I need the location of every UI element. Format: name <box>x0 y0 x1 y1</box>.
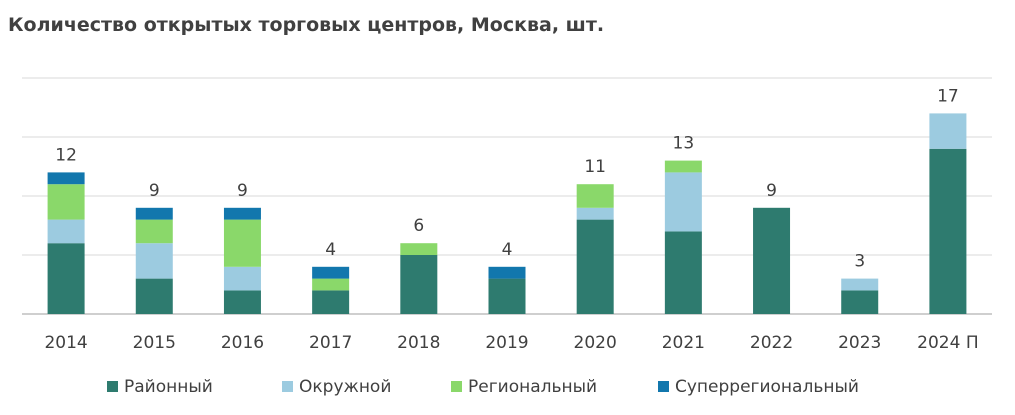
total-label: 4 <box>325 240 336 260</box>
bar-segment-4 <box>223 207 261 220</box>
x-tick-label: 2024 П <box>917 333 978 353</box>
legend: Районный Окружной Региональный Суперрегиона… <box>107 377 859 397</box>
total-label: 11 <box>584 157 606 177</box>
bar-segment-3 <box>47 184 85 220</box>
legend-label: Районный <box>124 377 213 397</box>
x-tick-label: 2014 <box>44 333 87 353</box>
x-tick-label: 2015 <box>133 333 176 353</box>
bar-segment-4 <box>47 172 85 185</box>
bar-segment-4 <box>312 266 350 279</box>
total-label: 9 <box>237 181 248 201</box>
legend-label: Региональный <box>468 377 597 397</box>
bar-segment-1 <box>223 290 261 314</box>
legend-label: Суперрегиональный <box>675 377 859 397</box>
chart-title: Количество открытых торговых центров, Мо… <box>8 14 605 36</box>
bar-segment-2 <box>135 243 173 279</box>
legend-swatch <box>451 381 462 392</box>
x-tick-label: 2022 <box>750 333 793 353</box>
total-label: 9 <box>149 181 160 201</box>
bar-segment-2 <box>576 207 614 220</box>
x-tick-label: 2017 <box>309 333 352 353</box>
bar-segment-1 <box>929 148 967 314</box>
legend-item: Суперрегиональный <box>658 377 859 397</box>
bar-segment-3 <box>664 160 702 173</box>
total-label: 3 <box>854 252 865 272</box>
bar-segment-2 <box>47 219 85 244</box>
bar-segment-1 <box>576 219 614 314</box>
bar-segment-3 <box>223 219 261 267</box>
total-label: 6 <box>413 216 424 236</box>
legend-swatch <box>658 381 669 392</box>
bar-segment-4 <box>488 266 526 279</box>
bar-segment-3 <box>135 219 173 244</box>
legend-swatch <box>282 381 293 392</box>
bar-segment-2 <box>664 172 702 232</box>
legend-item: Окружной <box>282 377 391 397</box>
total-label: 13 <box>673 134 695 154</box>
total-label: 17 <box>937 86 959 106</box>
bar-segment-1 <box>312 290 350 314</box>
legend-label: Окружной <box>299 377 391 397</box>
bar-segment-2 <box>223 266 261 291</box>
bar-segment-1 <box>47 243 85 314</box>
bar-segment-1 <box>400 255 438 314</box>
legend-item: Районный <box>107 377 213 397</box>
x-tick-label: 2016 <box>221 333 264 353</box>
bar-segment-3 <box>576 184 614 208</box>
legend-swatch <box>107 381 118 392</box>
bar-segment-1 <box>488 278 526 314</box>
bar-segment-2 <box>929 113 967 149</box>
bar-segment-3 <box>312 278 350 291</box>
bar-segment-1 <box>753 207 791 314</box>
x-tick-label: 2019 <box>485 333 528 353</box>
total-label: 9 <box>766 181 777 201</box>
bar-segment-1 <box>664 231 702 314</box>
bars <box>47 113 967 314</box>
x-tick-label: 2023 <box>838 333 881 353</box>
x-tick-label: 2020 <box>574 333 617 353</box>
x-tick-label: 2018 <box>397 333 440 353</box>
legend-item: Региональный <box>451 377 597 397</box>
labels: 12 2014 9 2015 9 2016 4 2017 6 2018 4 2019 11 2020 13 2… <box>44 86 978 353</box>
x-tick-label: 2021 <box>662 333 705 353</box>
bar-segment-3 <box>400 243 438 255</box>
total-label: 12 <box>55 145 77 165</box>
bar-segment-1 <box>135 278 173 314</box>
bar-segment-2 <box>841 278 879 291</box>
total-label: 4 <box>502 240 513 260</box>
bar-segment-4 <box>135 207 173 220</box>
bar-segment-1 <box>841 290 879 314</box>
